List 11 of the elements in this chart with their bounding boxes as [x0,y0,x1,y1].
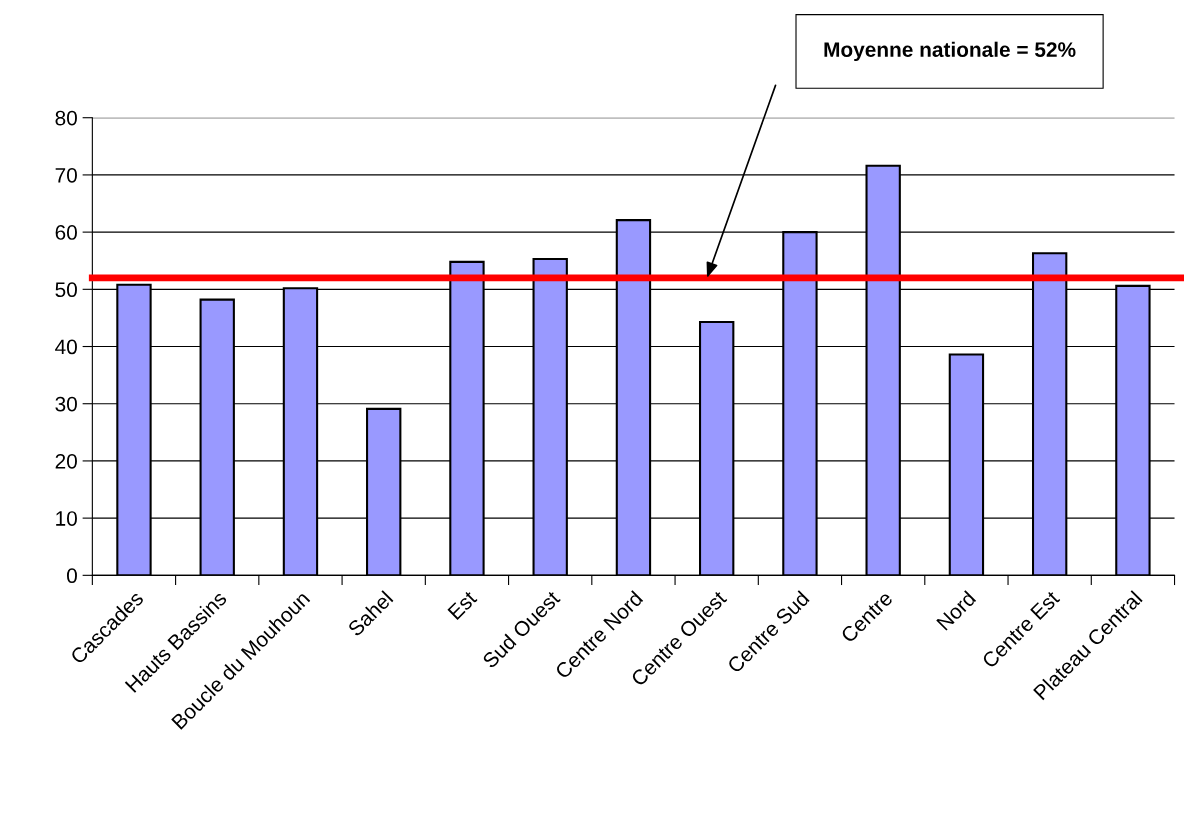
text: Moyenne nationale = 52% [824,41,1076,62]
y-tick-label: 50 [55,282,77,298]
y-tick-label: 40 [55,339,77,355]
x-tick-label: Est [447,589,478,621]
y-tick-label: 80 [55,110,77,126]
y-tick-label: 30 [55,396,77,412]
y-tick-label: 0 [67,568,77,584]
y-tick-label: 20 [55,453,77,469]
y-tick-label: 70 [55,167,77,183]
y-tick-label: 10 [56,511,77,526]
y-tick-label: 60 [55,225,77,240]
